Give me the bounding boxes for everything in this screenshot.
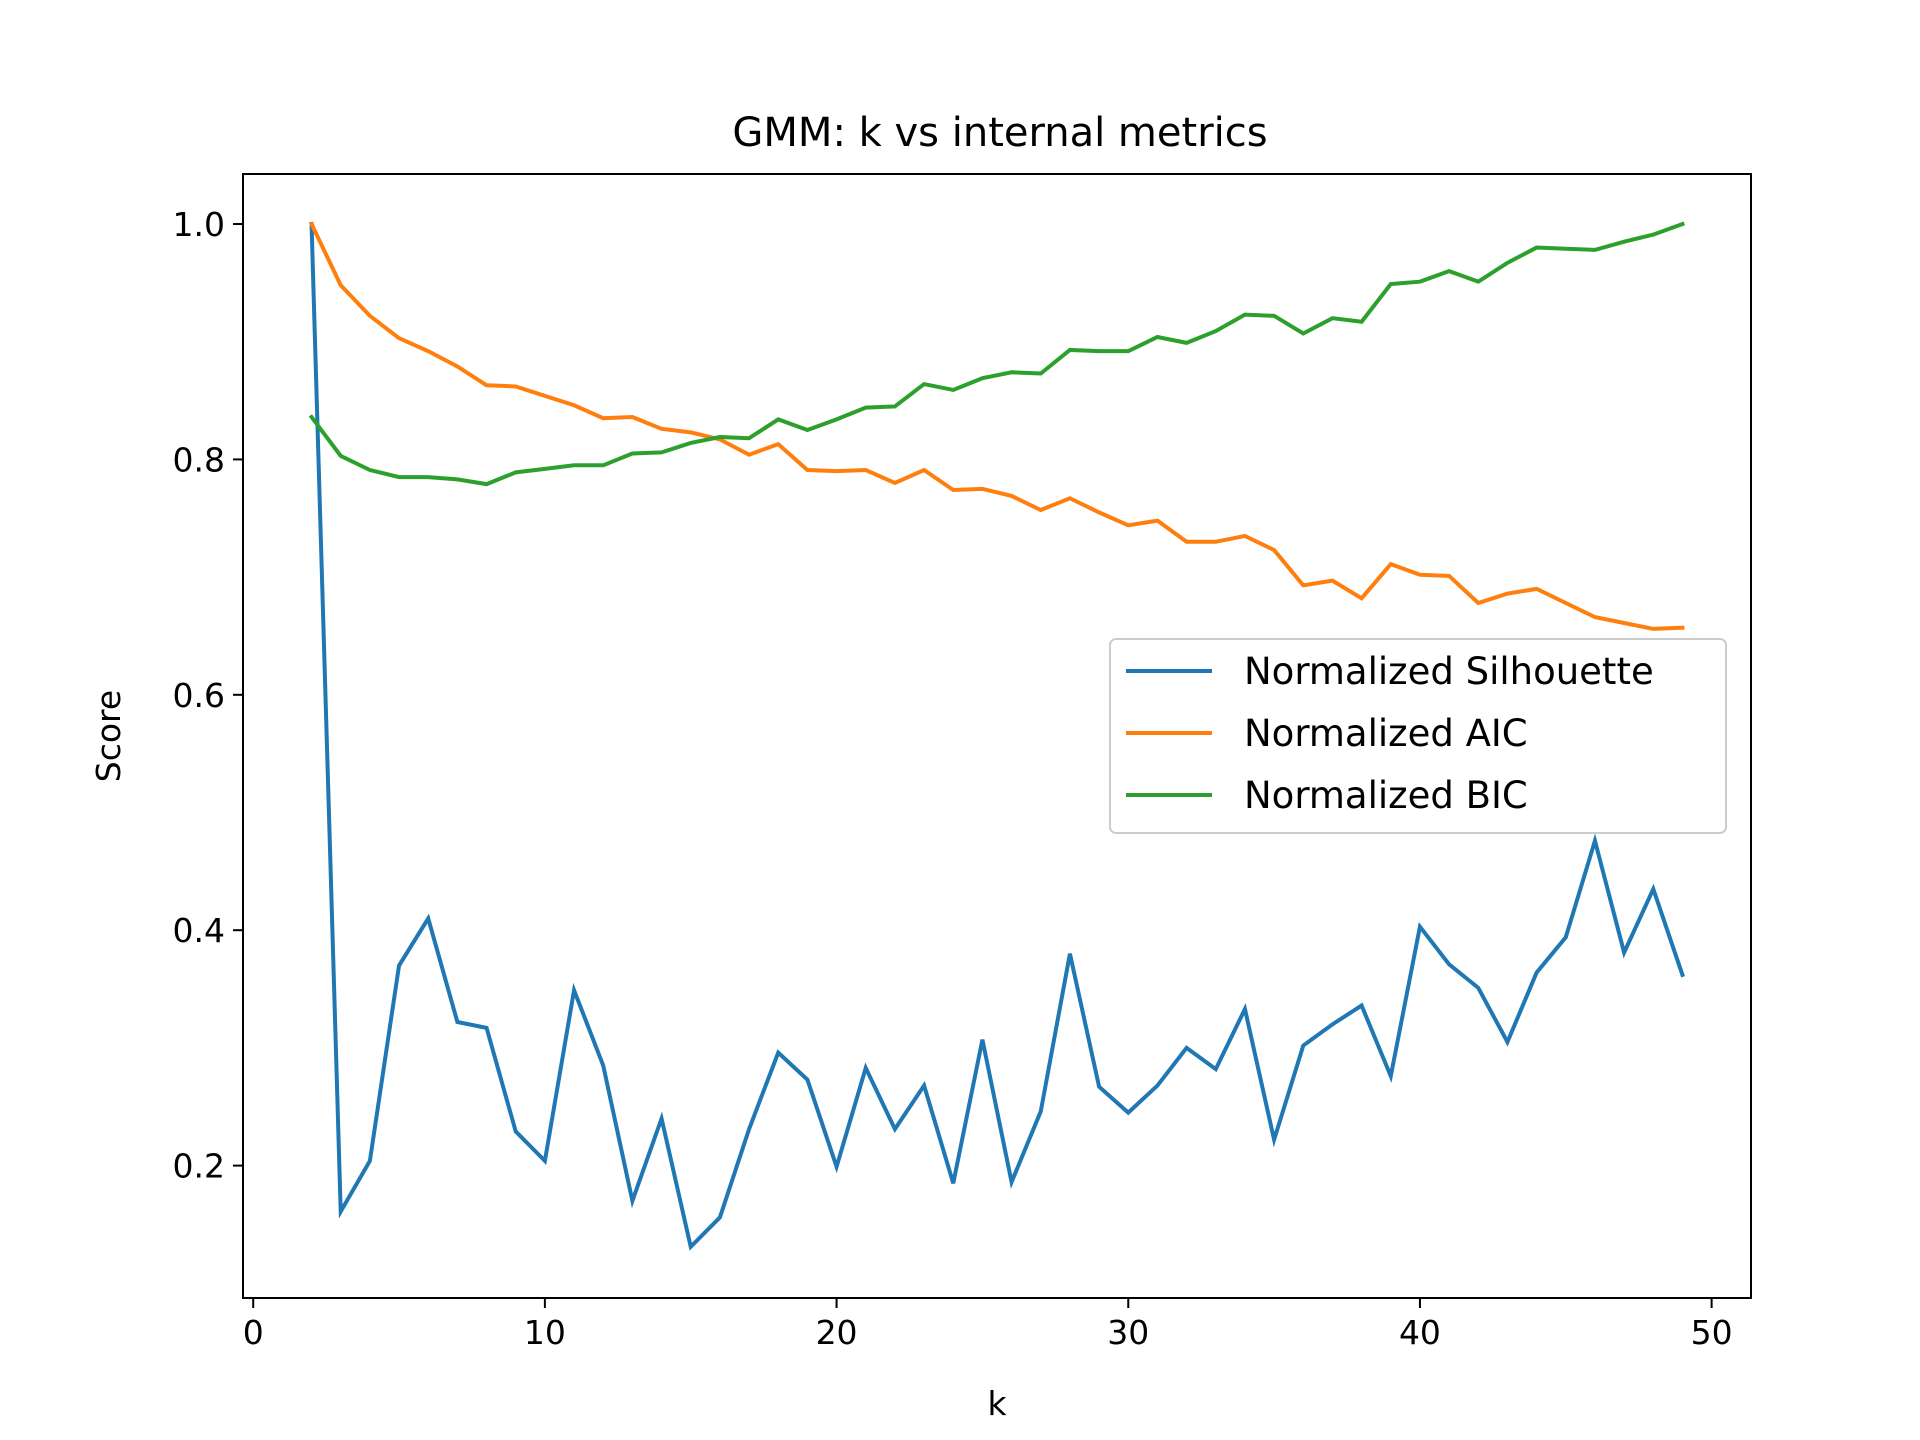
series-line-normalized-aic — [308, 221, 1685, 631]
y-tick-label: 0.2 — [173, 1147, 225, 1186]
x-tick-label: 0 — [243, 1313, 264, 1352]
x-tick-label: 20 — [816, 1313, 858, 1352]
x-tick-label: 50 — [1691, 1313, 1733, 1352]
legend: Normalized Silhouette Normalized AIC Norma… — [1109, 638, 1727, 834]
x-tick-label: 40 — [1399, 1313, 1441, 1352]
y-axis-label: Score — [89, 690, 128, 782]
series-line-normalized-bic — [308, 221, 1686, 487]
chart-title: GMM: k vs internal metrics — [732, 110, 1267, 156]
x-tick-label: 10 — [524, 1313, 566, 1352]
plot-lines — [308, 221, 1686, 1251]
legend-label-normalized-silhouette: Normalized Silhouette — [1244, 650, 1654, 693]
y-tick-label: 0.8 — [173, 440, 225, 479]
x-axis-label: k — [987, 1384, 1007, 1423]
y-axis-ticks: 0.2 0.4 0.6 0.8 1.0 — [173, 205, 243, 1186]
y-tick-label: 0.4 — [173, 911, 225, 950]
legend-label-normalized-aic: Normalized AIC — [1244, 712, 1528, 755]
x-axis-ticks: 0 10 20 30 40 50 — [243, 1298, 1733, 1352]
legend-label-normalized-bic: Normalized BIC — [1244, 774, 1528, 817]
x-tick-label: 30 — [1107, 1313, 1149, 1352]
y-tick-label: 1.0 — [173, 205, 225, 244]
y-tick-label: 0.6 — [173, 676, 225, 715]
series-line-normalized-silhouette — [309, 221, 1685, 1251]
plot-frame — [242, 173, 1752, 1299]
legend-frame — [1109, 638, 1727, 834]
